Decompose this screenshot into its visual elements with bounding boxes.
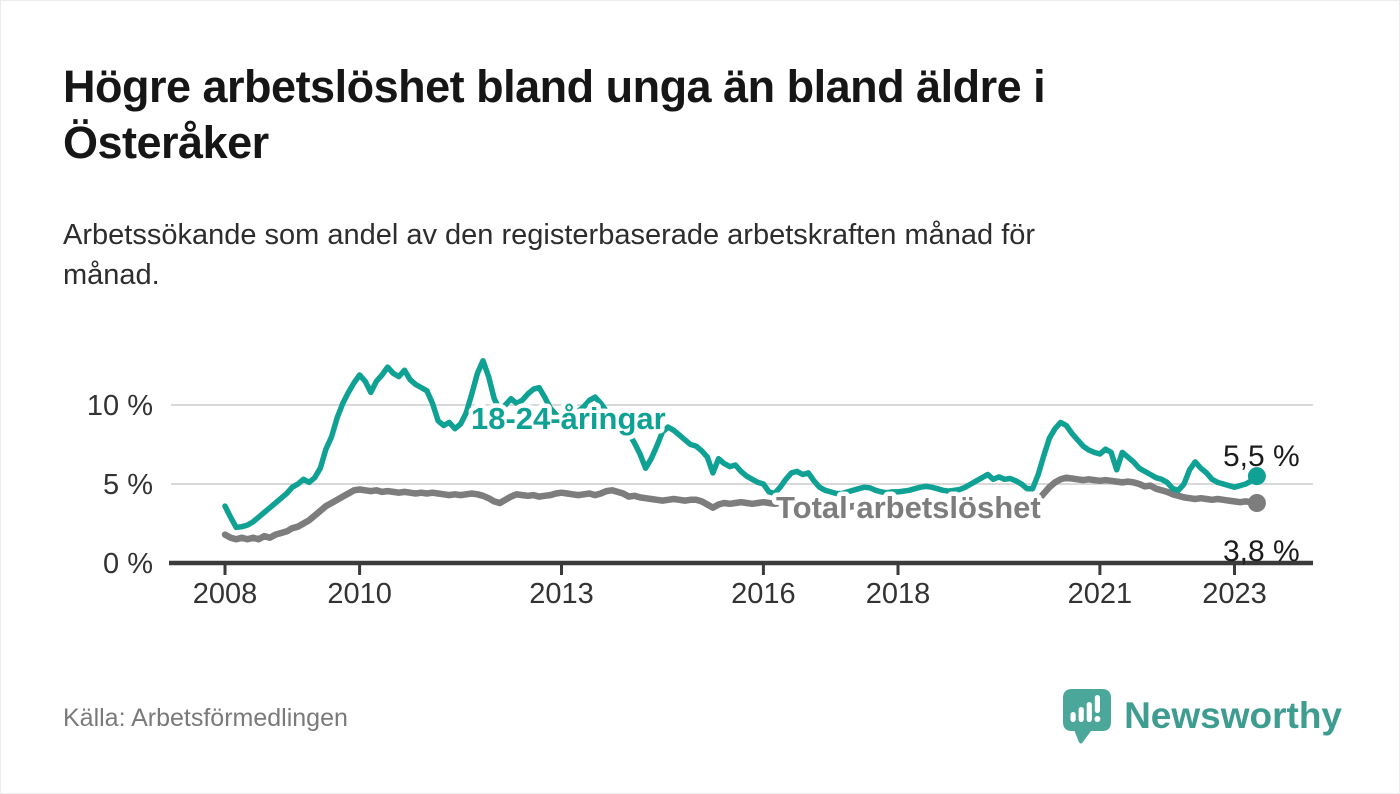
x-tick-label-2016: 2016 [731,578,796,610]
x-tick-label-2010: 2010 [327,578,392,610]
youth-line [222,358,1260,531]
newsworthy-logo: Newsworthy [1061,687,1342,745]
total-line [221,474,1261,543]
page-title: Högre arbetslöshet bland unga än bland ä… [63,59,1353,171]
youth-series-label: 18-24-åringar [471,401,666,436]
brand-name: Newsworthy [1124,695,1342,736]
youth-end-value: 5,5 % [1223,440,1300,473]
title-line-2: Österåker [63,117,269,168]
source-note: Källa: Arbetsförmedlingen [63,704,348,732]
x-tick-label-2021: 2021 [1068,578,1133,610]
newsworthy-bubble-icon [1063,689,1112,744]
y-tick-label-0: 0 % [103,548,153,580]
y-tick-label-5: 5 % [103,469,153,501]
chart-plot: 0 % 5 % 10 % 2008 2010 2013 2016 2018 2021 2023 1… [87,358,1313,610]
y-tick-label-10: 10 % [87,390,153,422]
subtitle-line-2: månad. [63,259,160,291]
x-tick-label-2018: 2018 [866,578,931,610]
x-tick-label-2023: 2023 [1202,578,1267,610]
total-series-label: Total arbetslöshet [776,490,1041,525]
chart-axis: 0 % 5 % 10 % 2008 2010 2013 2016 2018 2021 2023 [87,390,1313,610]
total-end-value: 3,8 % [1223,535,1300,568]
youth-end-dot [1247,467,1266,486]
chart-subtitle: Arbetssökande som andel av den registerb… [63,215,1353,295]
subtitle-line-1: Arbetssökande som andel av den registerb… [63,219,1036,251]
title-line-1: Högre arbetslöshet bland unga än bland ä… [63,61,1046,112]
x-tick-label-2008: 2008 [193,578,258,610]
total-end-dot [1247,494,1266,512]
line-chart: 0 % 5 % 10 % 2008 2010 2013 2016 2018 2021 2023 1… [1,321,1399,651]
x-tick-label-2013: 2013 [529,578,594,610]
